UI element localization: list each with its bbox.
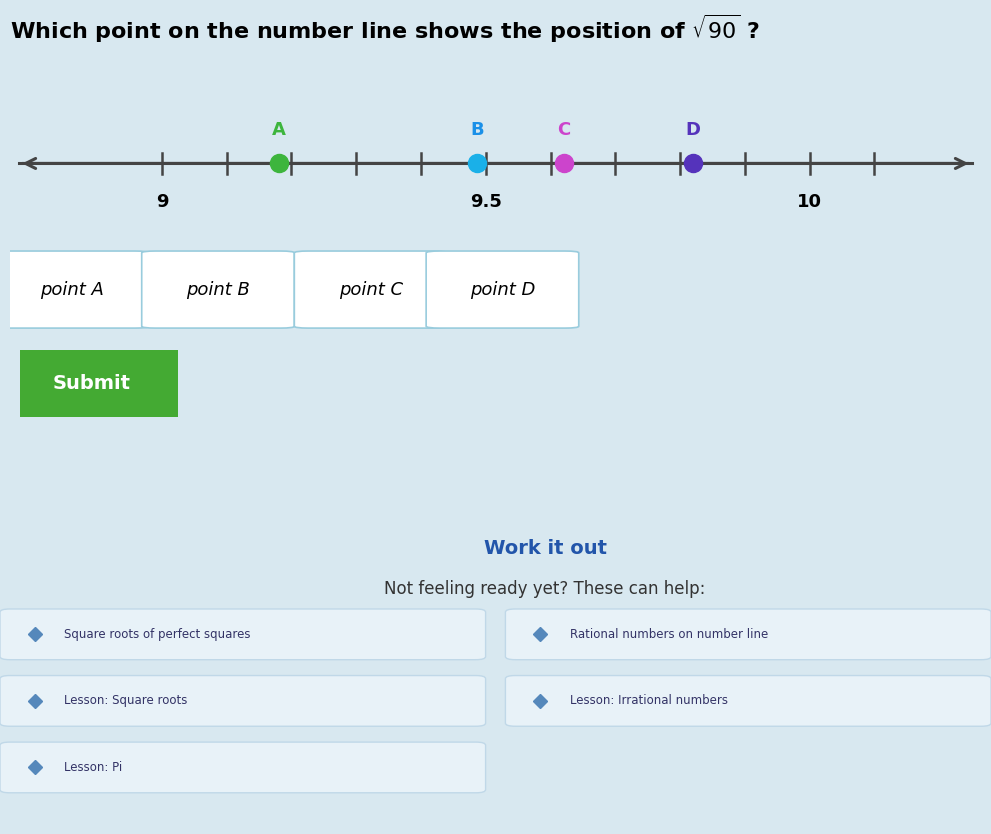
Text: Which point on the number line shows the position of $\sqrt{90}$ ?: Which point on the number line shows the… — [10, 13, 759, 45]
Text: Not feeling ready yet? These can help:: Not feeling ready yet? These can help: — [385, 580, 706, 599]
Text: Submit: Submit — [53, 374, 130, 393]
FancyBboxPatch shape — [426, 251, 579, 328]
Text: 10: 10 — [797, 193, 823, 211]
FancyBboxPatch shape — [0, 251, 149, 328]
FancyBboxPatch shape — [505, 609, 991, 660]
Text: B: B — [471, 121, 485, 139]
Text: Rational numbers on number line: Rational numbers on number line — [570, 628, 768, 641]
FancyBboxPatch shape — [0, 742, 486, 793]
Text: point B: point B — [186, 280, 250, 299]
Text: point D: point D — [470, 280, 535, 299]
Text: A: A — [272, 121, 285, 139]
Text: Square roots of perfect squares: Square roots of perfect squares — [64, 628, 251, 641]
Text: Lesson: Square roots: Lesson: Square roots — [64, 695, 187, 707]
Text: Lesson: Pi: Lesson: Pi — [64, 761, 123, 774]
FancyBboxPatch shape — [294, 251, 447, 328]
Text: 9.5: 9.5 — [470, 193, 501, 211]
Text: D: D — [686, 121, 701, 139]
FancyBboxPatch shape — [505, 676, 991, 726]
Text: 9: 9 — [156, 193, 168, 211]
Text: point C: point C — [339, 280, 402, 299]
FancyBboxPatch shape — [12, 347, 186, 420]
Text: point A: point A — [41, 280, 104, 299]
Text: Work it out: Work it out — [484, 540, 606, 558]
FancyBboxPatch shape — [0, 609, 486, 660]
Text: Lesson: Irrational numbers: Lesson: Irrational numbers — [570, 695, 727, 707]
FancyBboxPatch shape — [142, 251, 294, 328]
FancyBboxPatch shape — [0, 676, 486, 726]
Text: C: C — [557, 121, 570, 139]
